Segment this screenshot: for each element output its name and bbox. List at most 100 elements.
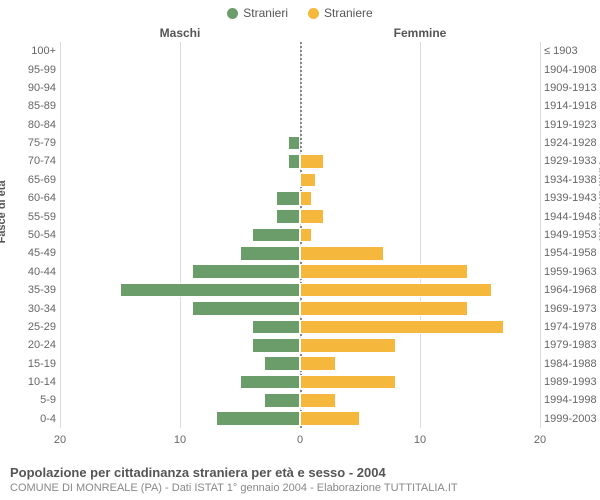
pyramid-row: 10-141989-1993 <box>60 373 540 391</box>
pyramid-row: 30-341969-1973 <box>60 299 540 317</box>
bar-female <box>300 356 336 371</box>
grid-line <box>540 42 541 428</box>
legend-swatch-female <box>308 8 319 19</box>
age-label: 85-89 <box>12 100 56 112</box>
pyramid-row: 95-991904-1908 <box>60 60 540 78</box>
pyramid-row: 85-891914-1918 <box>60 97 540 115</box>
header-female: Femmine <box>300 26 540 40</box>
age-label: 50-54 <box>12 229 56 241</box>
bar-male <box>252 320 300 335</box>
bar-female <box>300 375 396 390</box>
bar-male <box>264 356 300 371</box>
birth-year-label: 1934-1938 <box>544 174 600 186</box>
xaxis-tick-label: 20 <box>54 434 66 446</box>
bar-male <box>120 283 300 298</box>
bar-male <box>288 136 300 151</box>
pyramid-row: 45-491954-1958 <box>60 244 540 262</box>
birth-year-label: 1974-1978 <box>544 321 600 333</box>
pyramid-row: 5-91994-1998 <box>60 391 540 409</box>
pyramid-row: 20-241979-1983 <box>60 336 540 354</box>
age-label: 80-84 <box>12 119 56 131</box>
legend-label-female: Straniere <box>324 6 373 20</box>
age-label: 60-64 <box>12 192 56 204</box>
bar-female <box>300 154 324 169</box>
bar-female <box>300 228 312 243</box>
bar-male <box>240 246 300 261</box>
birth-year-label: 1999-2003 <box>544 413 600 425</box>
birth-year-label: 1989-1993 <box>544 376 600 388</box>
pyramid-row: 0-41999-2003 <box>60 410 540 428</box>
bar-male <box>240 375 300 390</box>
bar-female <box>300 191 312 206</box>
chart-legend: Stranieri Straniere <box>0 0 600 20</box>
bar-female <box>300 338 396 353</box>
age-label: 65-69 <box>12 174 56 186</box>
bar-male <box>216 411 300 426</box>
age-label: 25-29 <box>12 321 56 333</box>
birth-year-label: ≤ 1903 <box>544 45 600 57</box>
chart-footer: Popolazione per cittadinanza straniera p… <box>10 465 590 494</box>
axis-title-left: Fasce di età <box>0 180 8 243</box>
birth-year-label: 1984-1988 <box>544 358 600 370</box>
pyramid-row: 75-791924-1928 <box>60 134 540 152</box>
birth-year-label: 1939-1943 <box>544 192 600 204</box>
bar-male <box>192 301 300 316</box>
bar-female <box>300 246 384 261</box>
age-label: 10-14 <box>12 376 56 388</box>
bar-female <box>300 320 504 335</box>
age-label: 100+ <box>12 45 56 57</box>
pyramid-row: 70-741929-1933 <box>60 152 540 170</box>
age-label: 35-39 <box>12 284 56 296</box>
bar-male <box>264 393 300 408</box>
pyramid-row: 100+≤ 1903 <box>60 42 540 60</box>
legend-swatch-male <box>227 8 238 19</box>
chart-subtitle: COMUNE DI MONREALE (PA) - Dati ISTAT 1° … <box>10 482 590 494</box>
xaxis-tick-label: 0 <box>297 434 303 446</box>
pyramid-row: 90-941909-1913 <box>60 79 540 97</box>
age-label: 70-74 <box>12 155 56 167</box>
xaxis-tick-label: 10 <box>174 434 186 446</box>
age-label: 15-19 <box>12 358 56 370</box>
legend-item-female: Straniere <box>308 6 373 20</box>
bar-male <box>276 209 300 224</box>
birth-year-label: 1964-1968 <box>544 284 600 296</box>
pyramid-row: 60-641939-1943 <box>60 189 540 207</box>
age-label: 0-4 <box>12 413 56 425</box>
bar-female <box>300 411 360 426</box>
birth-year-label: 1924-1928 <box>544 137 600 149</box>
age-label: 20-24 <box>12 339 56 351</box>
header-male: Maschi <box>60 26 300 40</box>
age-label: 40-44 <box>12 266 56 278</box>
birth-year-label: 1979-1983 <box>544 339 600 351</box>
birth-year-label: 1949-1953 <box>544 229 600 241</box>
bar-female <box>300 264 468 279</box>
pyramid-row: 55-591944-1948 <box>60 207 540 225</box>
bar-female <box>300 301 468 316</box>
birth-year-label: 1944-1948 <box>544 211 600 223</box>
birth-year-label: 1914-1918 <box>544 100 600 112</box>
legend-label-male: Stranieri <box>243 6 288 20</box>
population-pyramid-chart: Maschi Femmine 201001020100+≤ 190395-991… <box>60 42 540 428</box>
birth-year-label: 1909-1913 <box>544 82 600 94</box>
birth-year-label: 1954-1958 <box>544 247 600 259</box>
birth-year-label: 1904-1908 <box>544 64 600 76</box>
age-label: 95-99 <box>12 64 56 76</box>
age-label: 45-49 <box>12 247 56 259</box>
legend-item-male: Stranieri <box>227 6 288 20</box>
bar-male <box>252 338 300 353</box>
birth-year-label: 1929-1933 <box>544 155 600 167</box>
birth-year-label: 1959-1963 <box>544 266 600 278</box>
age-label: 90-94 <box>12 82 56 94</box>
pyramid-row: 50-541949-1953 <box>60 226 540 244</box>
pyramid-row: 65-691934-1938 <box>60 171 540 189</box>
birth-year-label: 1969-1973 <box>544 303 600 315</box>
bar-male <box>276 191 300 206</box>
pyramid-row: 15-191984-1988 <box>60 354 540 372</box>
age-label: 30-34 <box>12 303 56 315</box>
bar-male <box>192 264 300 279</box>
bar-male <box>288 154 300 169</box>
pyramid-row: 35-391964-1968 <box>60 281 540 299</box>
pyramid-row: 80-841919-1923 <box>60 116 540 134</box>
bar-female <box>300 209 324 224</box>
age-label: 5-9 <box>12 394 56 406</box>
